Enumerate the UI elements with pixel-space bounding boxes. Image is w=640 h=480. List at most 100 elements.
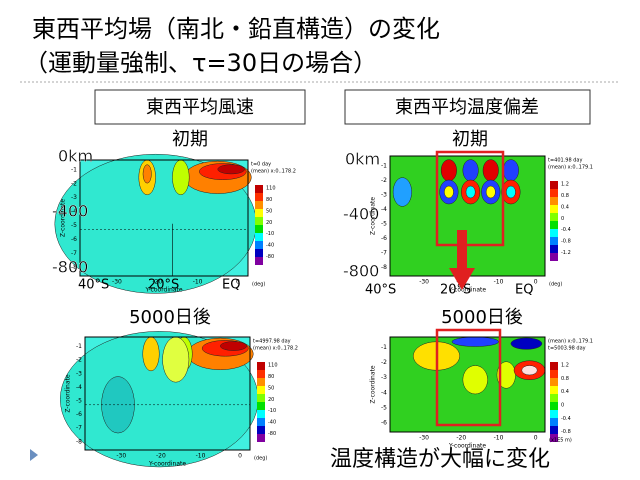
arrow-head [449,268,475,290]
x-tick-label: 0 [238,453,242,460]
y-tick-label: -3 [76,370,82,377]
y-tick-label: -5 [381,404,387,411]
colorbar-cell [550,370,558,378]
x-tick-label: -30 [116,453,126,460]
colorbar-label: 0 [561,216,564,222]
colorbar-cell [550,434,558,442]
y-tick-label: -8 [381,264,387,271]
latitude-label: EQ [222,278,240,293]
colorbar-cell [550,378,558,386]
axis-unit: (deg) [549,282,562,288]
depth-label: 0km [58,147,93,166]
x-tick-label: 0 [236,279,240,286]
x-tick-label: -10 [196,453,206,460]
y-tick-label: -1 [76,343,82,350]
y-tick-label: -4 [381,389,387,396]
highlight-box [435,150,505,247]
y-tick-label: -8 [76,438,82,445]
colorbar-cell [550,213,558,221]
colorbar-cell [550,253,558,261]
axis-unit: (x1E5 m) [549,438,572,444]
heading-box [344,89,591,125]
latitude-label: 40°S [365,283,396,298]
colorbar-cell [257,362,265,370]
depth-label: -400 [343,205,379,224]
y-tick-label: -1 [381,163,387,170]
subtitle: （運動量強制、τ=30日の場合） [24,49,377,77]
y-tick-label: -5 [76,397,82,404]
colorbar-label: 1.2 [561,363,569,369]
colorbar-label: -80 [268,431,276,437]
colorbar-label: 80 [266,197,272,203]
colorbar-label: -0.8 [561,239,571,245]
depth-label: -400 [52,202,88,221]
panel-label: 5000日後 [129,307,211,328]
y-tick-label: -4 [71,208,77,215]
colorbar-label: -10 [266,231,274,237]
y-tick-label: -6 [381,235,387,242]
colorbar-label: 0.8 [561,193,569,199]
contour-region [451,336,499,347]
colorbar-label: 20 [268,397,274,403]
x-tick-label: -30 [419,435,429,442]
colorbar-cell [257,410,265,418]
contour-region [392,177,412,207]
colorbar-label: -1.2 [561,250,571,256]
y-tick-label: -4 [381,206,387,213]
colorbar-label: 50 [268,385,274,391]
axis-unit: (deg) [254,456,267,462]
colorbar-label: -0.4 [561,227,571,233]
latitude-label: EQ [515,283,533,298]
colorbar-label: 0.4 [561,204,569,210]
contour-region [510,337,543,350]
x-axis-title: Y-coordinate [148,461,186,468]
y-tick-label: -3 [381,192,387,199]
colorbar-cell [257,378,265,386]
colorbar-cell [255,201,263,209]
colorbar-cell [257,426,265,434]
contour-region [444,185,454,199]
y-tick-label: -6 [71,236,77,243]
plot-border [79,159,249,277]
colorbar-cell [257,418,265,426]
panel-label: 初期 [172,129,208,150]
y-axis-title: Z-coordinate [370,365,377,403]
colorbar-cell [550,394,558,402]
colorbar-cell [257,402,265,410]
latitude-label: 20°S [440,283,471,298]
y-tick-label: -2 [381,359,387,366]
contour-region [440,159,457,182]
depth-label: -800 [343,262,379,281]
contour-region [142,336,160,372]
y-tick-label: -1 [71,166,77,173]
colorbar-label: 0 [561,403,564,409]
x-tick-label: -20 [156,453,166,460]
x-tick-label: -20 [152,279,162,286]
contour-region [465,185,476,199]
colorbar-cell [550,197,558,205]
x-tick-label: -30 [419,279,429,286]
colorbar-label: 0.8 [561,376,569,382]
plot-border [389,336,546,433]
colorbar-cell [257,370,265,378]
colorbar-cell [550,205,558,213]
heading-box [94,89,306,125]
footer-text: 温度構造が大幅に変化 [330,447,550,472]
y-tick-label: -8 [71,264,77,271]
colorbar-cell [550,402,558,410]
x-axis-title: Y-coordinate [448,287,486,294]
colorbar-cell [255,193,263,201]
y-tick-label: -7 [381,249,387,256]
colorbar-cell [550,245,558,253]
y-tick-label: -2 [76,357,82,364]
colorbar-cell [550,386,558,394]
plot-info: (mean) x:0..178.2 [251,169,296,175]
colorbar-cell [550,221,558,229]
y-tick-label: -7 [76,425,82,432]
colorbar-label: -0.8 [561,429,571,435]
colorbar-cell [255,217,263,225]
x-tick-label: -10 [494,279,504,286]
latitude-label: 20°S [148,278,179,293]
contour-region [220,341,247,351]
